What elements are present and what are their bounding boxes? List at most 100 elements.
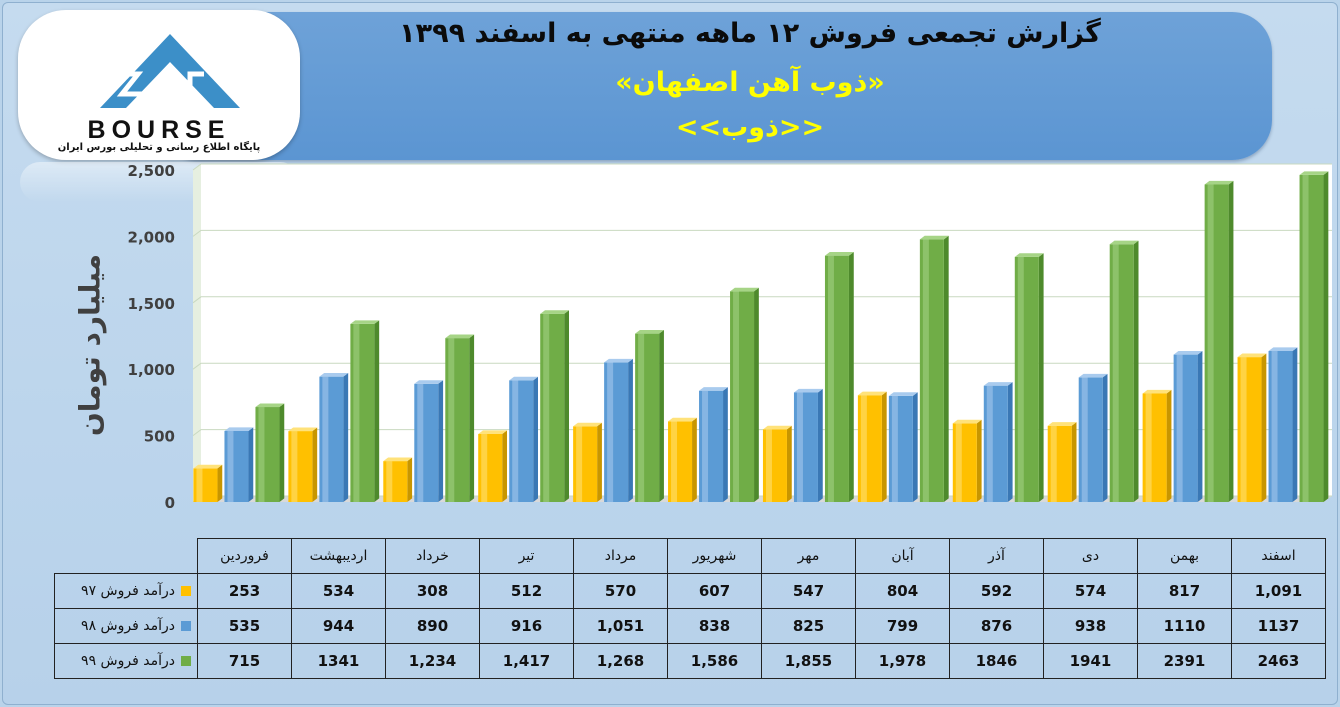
y-tick-label: 1,500 xyxy=(128,295,175,313)
bar-side xyxy=(533,376,539,502)
bar-side xyxy=(1071,422,1077,502)
bar-highlight xyxy=(543,313,550,502)
plot-floor xyxy=(193,496,1332,502)
series-name: درآمد فروش ۹۹ xyxy=(81,653,175,669)
series-legend-label: درآمد فروش ۹۸ xyxy=(54,608,198,644)
category-label: بهمن xyxy=(1137,538,1232,574)
bar xyxy=(319,373,349,502)
bar xyxy=(255,403,285,502)
data-cell: 1,417 xyxy=(479,643,574,679)
bar-highlight xyxy=(322,376,329,502)
bar-side xyxy=(943,235,949,502)
bar-side xyxy=(881,391,887,502)
bar-highlight xyxy=(258,407,265,502)
gridline xyxy=(192,362,1332,370)
company-name: «ذوب آهن اصفهان» xyxy=(615,67,885,98)
bar-highlight xyxy=(922,239,929,502)
bar-top xyxy=(762,425,792,430)
bourse-logo-icon xyxy=(100,34,240,108)
category-label: شهریور xyxy=(667,538,762,574)
logo-subtitle: پایگاه اطلاع رسانی و تحلیلی بورس ایران xyxy=(57,142,261,153)
bar-side xyxy=(628,358,633,502)
bar xyxy=(699,387,728,502)
bar xyxy=(668,417,697,502)
bar xyxy=(824,252,854,502)
bar-side xyxy=(1007,382,1013,502)
bar-side xyxy=(912,392,918,502)
bar-top xyxy=(319,373,349,377)
bar xyxy=(1173,350,1203,502)
data-cell: 574 xyxy=(1043,573,1138,609)
bar xyxy=(1237,353,1267,502)
data-cell: 890 xyxy=(385,608,480,644)
bar-side xyxy=(248,427,254,502)
bar-top xyxy=(730,287,759,292)
bar-top xyxy=(699,387,728,391)
bar-highlight xyxy=(955,423,962,502)
y-tick-label: 0 xyxy=(165,494,175,512)
bar-top xyxy=(1237,353,1267,358)
logo-wordmark: BOURSE xyxy=(87,116,231,144)
category-label: اردیبهشت xyxy=(291,538,386,574)
bar xyxy=(1142,389,1172,502)
data-cell: 512 xyxy=(479,573,574,609)
gridline xyxy=(192,296,1332,304)
report-title: گزارش تجمعی فروش ۱۲ ماهه منتهی به اسفند … xyxy=(399,18,1101,49)
bar-highlight xyxy=(607,362,614,502)
bar xyxy=(1047,422,1077,502)
bar-highlight xyxy=(1017,256,1024,502)
bar-side xyxy=(817,388,823,502)
bar-top xyxy=(193,464,223,469)
bar-side xyxy=(502,430,508,502)
bar-highlight xyxy=(1081,377,1088,502)
data-cell: 547 xyxy=(761,573,856,609)
bar xyxy=(919,235,949,502)
bar-side xyxy=(976,419,982,502)
bar-top xyxy=(255,403,285,408)
data-cell: 838 xyxy=(667,608,762,644)
bar-side xyxy=(407,457,413,502)
bar-top xyxy=(1078,373,1108,378)
bar-highlight xyxy=(481,434,488,502)
bar xyxy=(414,380,444,502)
bar-top xyxy=(983,382,1013,386)
series-legend-label: درآمد فروش ۹۹ xyxy=(54,643,198,679)
data-cell: 1846 xyxy=(949,643,1044,679)
series-legend-label: درآمد فروش ۹۷ xyxy=(54,573,198,609)
bar-side xyxy=(564,310,570,502)
legend-swatch xyxy=(181,656,191,666)
bar-top xyxy=(540,310,570,314)
bar-top xyxy=(668,417,697,422)
data-cell: 1110 xyxy=(1137,608,1232,644)
bar-highlight xyxy=(671,421,678,502)
category-label: فروردین xyxy=(197,538,292,574)
bar xyxy=(478,430,508,502)
bar xyxy=(730,287,759,502)
bar-highlight xyxy=(1176,354,1183,502)
category-label: خرداد xyxy=(385,538,480,574)
bar-highlight xyxy=(512,380,519,502)
bar-side xyxy=(786,425,792,502)
bar-highlight xyxy=(891,395,898,502)
gridline xyxy=(192,163,1332,171)
bar-highlight xyxy=(638,333,645,502)
y-tick-label: 500 xyxy=(144,428,175,446)
bar-top xyxy=(1014,253,1044,257)
bar xyxy=(350,320,380,502)
category-label: دی xyxy=(1043,538,1138,574)
bar-top xyxy=(288,427,318,432)
bar-side xyxy=(848,252,854,502)
bar-side xyxy=(597,422,602,502)
bar xyxy=(1299,171,1329,502)
bar-highlight xyxy=(1271,351,1278,502)
bar-side xyxy=(1261,353,1267,502)
y-tick-label: 2,500 xyxy=(128,162,175,180)
bar-top xyxy=(478,430,508,435)
bar-side xyxy=(469,334,475,502)
bar-top xyxy=(573,422,602,427)
bar-highlight xyxy=(227,430,234,502)
data-cell: 1,855 xyxy=(761,643,856,679)
bar xyxy=(1268,347,1298,502)
bar-highlight xyxy=(386,461,393,502)
data-cell: 535 xyxy=(197,608,292,644)
